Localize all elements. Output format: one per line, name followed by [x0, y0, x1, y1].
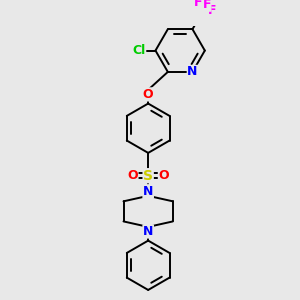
Text: O: O [158, 169, 169, 182]
Text: F: F [208, 4, 217, 17]
Text: N: N [143, 185, 153, 198]
Text: N: N [187, 65, 198, 78]
Text: Cl: Cl [132, 44, 146, 57]
Text: F: F [202, 0, 211, 11]
Text: O: O [143, 88, 154, 101]
Text: O: O [127, 169, 138, 182]
Text: S: S [143, 169, 153, 183]
Text: N: N [143, 225, 153, 238]
Text: F: F [194, 0, 203, 9]
